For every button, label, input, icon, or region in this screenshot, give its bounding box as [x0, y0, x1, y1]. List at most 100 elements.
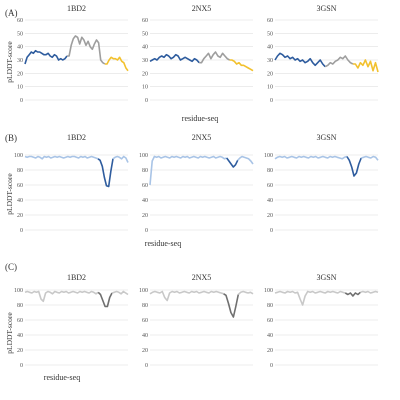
subplot-b-1: 1BD2 0 20 40 60 80 100: [14, 133, 129, 234]
series-line-b-2-1: [149, 155, 227, 186]
series-line-a-2-3: [229, 59, 254, 72]
series-line-c-3-2: [344, 291, 361, 297]
y-tick-label: 30: [267, 58, 273, 64]
y-tick-label: 100: [14, 288, 23, 294]
y-tick-label: 100: [264, 288, 273, 294]
y-tick-label: 20: [142, 213, 148, 219]
panel-label-a: (A): [5, 8, 18, 18]
series-line-b-3-3: [360, 155, 379, 161]
y-tick-label: 80: [267, 303, 273, 309]
y-tick-label: 0: [20, 228, 23, 234]
y-tick-label: 40: [142, 45, 148, 51]
y-tick-label: 50: [142, 31, 148, 37]
series-line-b-2-3: [237, 155, 254, 165]
y-tick-label: 20: [17, 71, 23, 77]
y-tick-label: 60: [142, 183, 148, 189]
y-tick-label: 60: [267, 318, 273, 324]
y-tick-label: 60: [17, 318, 23, 324]
panel-label-c: (C): [5, 262, 17, 272]
series-line-a-1-2: [67, 35, 106, 65]
x-axis-label-a: residue-seq: [182, 114, 218, 123]
y-tick-label: 0: [145, 98, 148, 104]
y-tick-label: 60: [142, 18, 148, 24]
subplot-title-b-2: 2NX5: [192, 133, 212, 142]
y-tick-label: 100: [14, 153, 23, 159]
y-axis-label-a: pLDDT-score: [5, 41, 14, 83]
y-tick-label: 0: [20, 363, 23, 369]
y-axis-label-b: pLDDT-score: [5, 173, 14, 215]
y-tick-label: 0: [145, 228, 148, 234]
y-tick-label: 80: [17, 303, 23, 309]
subplot-c-2: 2NX5 0 20 40 60 80 100: [139, 273, 254, 369]
y-tick-label: 0: [270, 98, 273, 104]
series-line-b-3-1: [274, 155, 348, 160]
subplot-b-2: 2NX5 0 20 40 60 80 100: [139, 133, 254, 234]
y-tick-label: 20: [267, 71, 273, 77]
y-tick-label: 40: [17, 333, 23, 339]
y-tick-label: 60: [267, 18, 273, 24]
y-tick-label: 40: [17, 198, 23, 204]
y-tick-label: 40: [142, 333, 148, 339]
y-tick-label: 0: [145, 363, 148, 369]
x-axis-label-c: residue-seq: [44, 373, 80, 382]
series-line-b-2-2: [226, 157, 239, 168]
series-line-b-3-2: [346, 156, 362, 177]
y-tick-label: 80: [142, 168, 148, 174]
subplot-title-b-3: 3GSN: [316, 133, 336, 142]
y-tick-label: 0: [20, 98, 23, 104]
series-line-c-1-3: [111, 290, 129, 296]
subplot-a-3: 3GSN 0 10 20 30 40 50 60: [267, 4, 379, 104]
y-tick-label: 60: [17, 183, 23, 189]
subplot-title-c-3: 3GSN: [316, 273, 336, 282]
y-tick-label: 100: [139, 153, 148, 159]
x-axis-label-b: residue-seq: [145, 239, 181, 248]
series-line-a-1-3: [104, 56, 129, 72]
series-line-b-1-3: [112, 155, 129, 163]
series-line-c-2-2: [223, 293, 240, 318]
y-tick-label: 80: [267, 168, 273, 174]
series-line-c-3-3: [360, 290, 379, 294]
series-line-b-1-1: [24, 155, 99, 160]
y-tick-label: 40: [267, 333, 273, 339]
y-tick-label: 40: [267, 198, 273, 204]
series-line-a-1-1: [24, 49, 68, 65]
y-tick-label: 0: [270, 363, 273, 369]
y-tick-label: 20: [17, 213, 23, 219]
y-tick-label: 0: [270, 228, 273, 234]
subplot-c-1: 1BD2 0 20 40 60 80 100: [14, 273, 129, 369]
subplot-title-c-1: 1BD2: [67, 273, 86, 282]
y-tick-label: 60: [142, 318, 148, 324]
y-tick-label: 20: [142, 348, 148, 354]
y-tick-label: 30: [142, 58, 148, 64]
y-tick-label: 40: [267, 45, 273, 51]
series-line-c-3-1: [274, 290, 346, 306]
y-tick-label: 50: [267, 31, 273, 37]
panel-label-b: (B): [5, 133, 17, 143]
y-tick-label: 30: [17, 58, 23, 64]
y-tick-label: 100: [264, 153, 273, 159]
y-tick-label: 20: [17, 348, 23, 354]
series-line-a-3-1: [274, 52, 326, 68]
y-axis-label-c: pLDDT-score: [5, 312, 14, 354]
series-line-c-1-2: [97, 291, 113, 308]
y-tick-label: 40: [142, 198, 148, 204]
y-tick-label: 50: [17, 31, 23, 37]
subplot-title-a-2: 2NX5: [192, 4, 212, 13]
y-tick-label: 10: [142, 85, 148, 91]
series-line-a-2-2: [199, 51, 230, 64]
subplots: 1BD201020304050602NX501020304050603GSN01…: [14, 4, 379, 369]
series-line-a-2-1: [149, 53, 200, 64]
subplot-title-c-2: 2NX5: [192, 273, 212, 282]
y-tick-label: 100: [139, 288, 148, 294]
subplot-b-3: 3GSN 0 20 40 60 80 100: [264, 133, 379, 234]
y-tick-label: 10: [267, 85, 273, 91]
subplot-a-1: 1BD2 0 10 20 30 40 50 60: [17, 4, 129, 104]
y-tick-label: 80: [142, 303, 148, 309]
subplot-title-a-3: 3GSN: [316, 4, 336, 13]
y-tick-label: 40: [17, 45, 23, 51]
series-line-a-3-2: [324, 55, 354, 68]
series-line-b-1-2: [97, 158, 114, 188]
y-tick-label: 10: [17, 85, 23, 91]
subplot-a-2: 2NX5 0 10 20 30 40 50 60: [142, 4, 254, 104]
